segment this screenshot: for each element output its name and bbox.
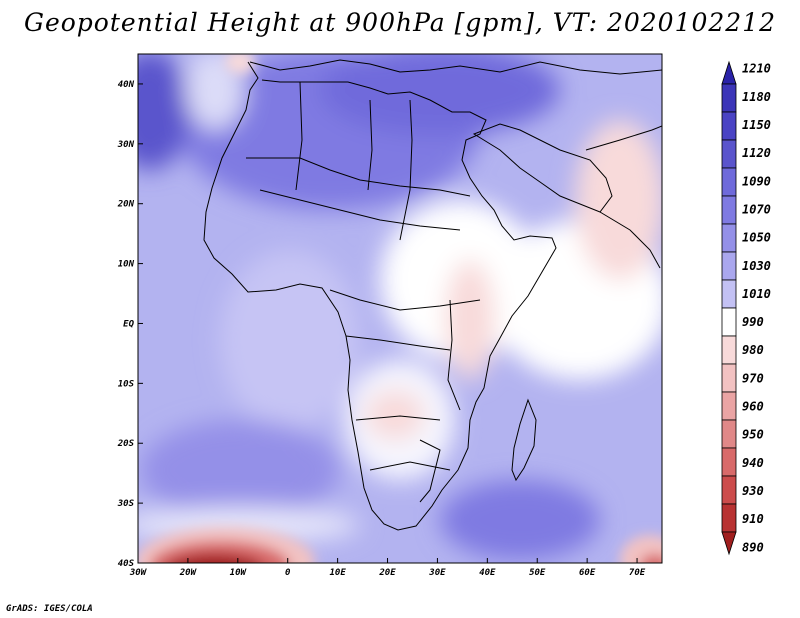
map-title: Geopotential Height at 900hPa [gpm], VT:… <box>23 8 777 37</box>
lon-label: 30W <box>129 568 148 578</box>
colorbar-label: 1030 <box>742 259 771 273</box>
colorbar-swatch <box>721 111 737 141</box>
colorbar-swatch <box>721 335 737 365</box>
colorbar-swatch <box>721 503 737 533</box>
grads-credit: GrADS: IGES/COLA <box>6 604 93 614</box>
lon-label: 30E <box>428 568 446 578</box>
colorbar-label: 1010 <box>742 287 771 301</box>
colorbar-label: 910 <box>742 512 764 526</box>
colorbar-swatch <box>721 363 737 393</box>
colorbar-label: 890 <box>742 540 764 554</box>
colorbar-label: 1090 <box>742 174 771 188</box>
lon-label: 10W <box>230 568 248 578</box>
lat-label: 20N <box>117 200 135 210</box>
lat-label: 10S <box>118 379 135 389</box>
colorbar-swatch <box>721 447 737 477</box>
lat-label: 30S <box>117 499 135 509</box>
colorbar-label: 930 <box>742 484 764 498</box>
colorbar-label: 1050 <box>742 231 771 245</box>
lon-label: 0 <box>285 568 291 578</box>
lon-label: 20W <box>179 568 198 578</box>
colorbar-swatch <box>721 60 737 85</box>
colorbar-swatch <box>721 307 737 337</box>
colorbar-label: 980 <box>742 343 764 357</box>
lat-label: 10N <box>118 260 135 270</box>
lat-label: 40S <box>118 559 135 569</box>
lat-label: 30N <box>117 140 135 150</box>
colorbar-swatch <box>721 279 737 309</box>
colorbar: 1210 1180 1150 1120 1090 1070 1050 1030 1010 990 9… <box>721 60 771 556</box>
colorbar-swatch <box>721 83 737 113</box>
lon-label: 40E <box>479 568 496 578</box>
colorbar-swatch <box>721 251 737 281</box>
colorbar-label: 1070 <box>742 202 771 216</box>
colorbar-swatch <box>721 531 737 556</box>
coastlines <box>203 59 662 531</box>
colorbar-swatch <box>721 195 737 225</box>
colorbar-label: 1210 <box>742 62 771 76</box>
colorbar-swatch <box>721 167 737 197</box>
lon-axis: 30W 20W 10W 0 10E 20E 30E 40E 50E 60E 70E <box>129 558 646 578</box>
lat-label: 20S <box>117 439 135 449</box>
colorbar-swatch <box>721 391 737 421</box>
colorbar-swatch <box>721 419 737 449</box>
lon-label: 50E <box>529 568 546 578</box>
colorbar-swatch <box>721 475 737 505</box>
colorbar-label: 940 <box>742 456 764 470</box>
colorbar-swatch <box>721 139 737 169</box>
lon-label: 20E <box>378 568 396 578</box>
colorbar-label: 1180 <box>742 90 771 104</box>
colorbar-label: 1120 <box>742 146 771 160</box>
lon-label: 60E <box>579 568 596 578</box>
lat-axis: 40N 30N 20N 10N EQ 10S 20S 30S 40S <box>117 80 143 569</box>
colorbar-label: 970 <box>742 371 764 385</box>
colorbar-label: 1150 <box>742 118 771 132</box>
lat-label: EQ <box>123 319 134 329</box>
map-frame <box>137 53 663 564</box>
lon-label: 10E <box>329 568 346 578</box>
geopotential-field <box>138 54 662 563</box>
lon-label: 70E <box>629 568 646 578</box>
colorbar-label: 950 <box>742 428 764 442</box>
lat-label: 40N <box>118 80 135 90</box>
colorbar-label: 990 <box>742 315 764 329</box>
colorbar-swatch <box>721 223 737 253</box>
colorbar-label: 960 <box>742 400 764 414</box>
